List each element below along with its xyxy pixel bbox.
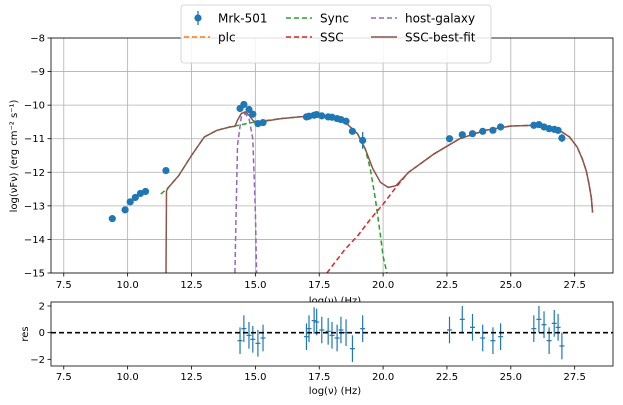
residual-x-tick-label: 15.0 [244, 372, 266, 383]
legend-item: plc [184, 31, 236, 45]
data-point [468, 130, 477, 138]
data-point [489, 126, 497, 134]
sed-y-tick-label: −10 [24, 101, 45, 112]
data-point [359, 136, 367, 144]
residual-x-tick-label: 22.5 [436, 372, 458, 383]
data-point [126, 198, 134, 206]
residual-x-tick-label: 27.5 [564, 372, 586, 383]
data-point [249, 110, 257, 118]
legend-swatch [194, 14, 202, 22]
data-point [348, 127, 357, 135]
sed-x-tick-label: 27.5 [564, 280, 586, 291]
residual-y-tick-label: −2 [30, 355, 45, 366]
data-point [131, 193, 139, 202]
legend-label: Mrk-501 [218, 12, 267, 26]
data-point [342, 117, 350, 125]
data-point [458, 131, 466, 139]
legend-label: SSC [320, 31, 344, 45]
residual-x-axis: 7.5 10.0 12.5 15.0 17.5 20.0 22.5 25.0 27.5 [56, 366, 586, 383]
residual-panel: 7.5 10.0 12.5 15.0 17.5 20.0 22.5 25.0 27.5 −2 0 2… [20, 301, 614, 397]
sed-y-axis-label: log(νFν) (erg cm⁻² s⁻¹) [9, 100, 20, 213]
data-point [554, 126, 562, 134]
legend-box [180, 4, 492, 64]
data-point [558, 134, 566, 142]
sed-x-tick-label: 7.5 [56, 280, 72, 291]
data-point [240, 100, 248, 109]
residual-x-tick-label: 25.0 [500, 372, 522, 383]
residual-x-tick-label: 12.5 [180, 372, 202, 383]
data-point [162, 167, 170, 175]
residual-points [237, 306, 565, 362]
sed-x-axis-label: log(ν) (Hz) [309, 296, 361, 307]
sed-plot-area [51, 38, 613, 273]
sync-curve [160, 115, 388, 273]
residual-x-tick-label: 7.5 [56, 372, 72, 383]
legend-label: plc [218, 31, 236, 45]
residual-x-tick-label: 10.0 [117, 372, 139, 383]
data-point [259, 119, 267, 127]
residual-x-axis-label: log(ν) (Hz) [309, 386, 361, 397]
sed-y-tick-label: −13 [24, 201, 45, 212]
data-point [108, 215, 116, 223]
legend-item: SSC-best-fit [371, 31, 476, 45]
sed-x-tick-label: 15.0 [244, 280, 266, 291]
sed-panel: 7.5 10.0 12.5 15.0 17.5 20.0 22.5 25.0 27.5 −15−… [9, 34, 614, 307]
residual-y-axis-label: res [20, 326, 31, 341]
sed-y-tick-label: −12 [24, 168, 45, 179]
data-point [121, 206, 129, 214]
sed-x-tick-label: 12.5 [180, 280, 202, 291]
sed-y-tick-label: −15 [24, 269, 45, 280]
residual-y-tick-label: 0 [39, 328, 45, 339]
legend-item: Sync [286, 12, 349, 26]
ssc-curve [326, 124, 594, 273]
sed-data-points [108, 100, 566, 223]
sed-y-tick-label: −11 [24, 134, 45, 145]
data-point [445, 135, 454, 143]
legend-label: host-galaxy [405, 12, 475, 26]
host-galaxy-curve [234, 112, 258, 273]
sed-x-tick-label: 22.5 [436, 280, 458, 291]
sed-x-tick-label: 25.0 [500, 280, 522, 291]
sed-x-tick-label: 20.0 [372, 280, 394, 291]
legend-label: Sync [320, 12, 349, 26]
sed-x-axis: 7.5 10.0 12.5 15.0 17.5 20.0 22.5 25.0 27.5 [56, 273, 586, 291]
legend-item: Mrk-501 [194, 11, 267, 26]
residual-plot-frame [50, 301, 614, 367]
residual-x-tick-label: 17.5 [308, 372, 330, 383]
data-point [479, 127, 487, 135]
data-point [318, 112, 326, 120]
sed-y-tick-label: −9 [30, 67, 45, 78]
sed-y-axis: −15 −14 −13 −12 −11 −10 −9 −8 [24, 34, 51, 280]
legend-label: SSC-best-fit [405, 31, 476, 45]
sed-x-tick-label: 10.0 [117, 280, 139, 291]
data-point [497, 123, 505, 131]
sed-y-tick-label: −14 [24, 235, 45, 246]
data-point [141, 187, 150, 196]
sed-x-tick-label: 17.5 [308, 280, 330, 291]
legend: Mrk-501 plc Sync SSC host-galaxy SSC-best-fit [180, 4, 492, 64]
residual-y-tick-label: 2 [39, 302, 45, 313]
legend-item: host-galaxy [371, 12, 475, 26]
sed-y-tick-label: −8 [30, 34, 45, 45]
residual-y-axis: −2 0 2 [30, 302, 51, 366]
residual-x-tick-label: 20.0 [372, 372, 394, 383]
legend-item: SSC [286, 31, 344, 45]
